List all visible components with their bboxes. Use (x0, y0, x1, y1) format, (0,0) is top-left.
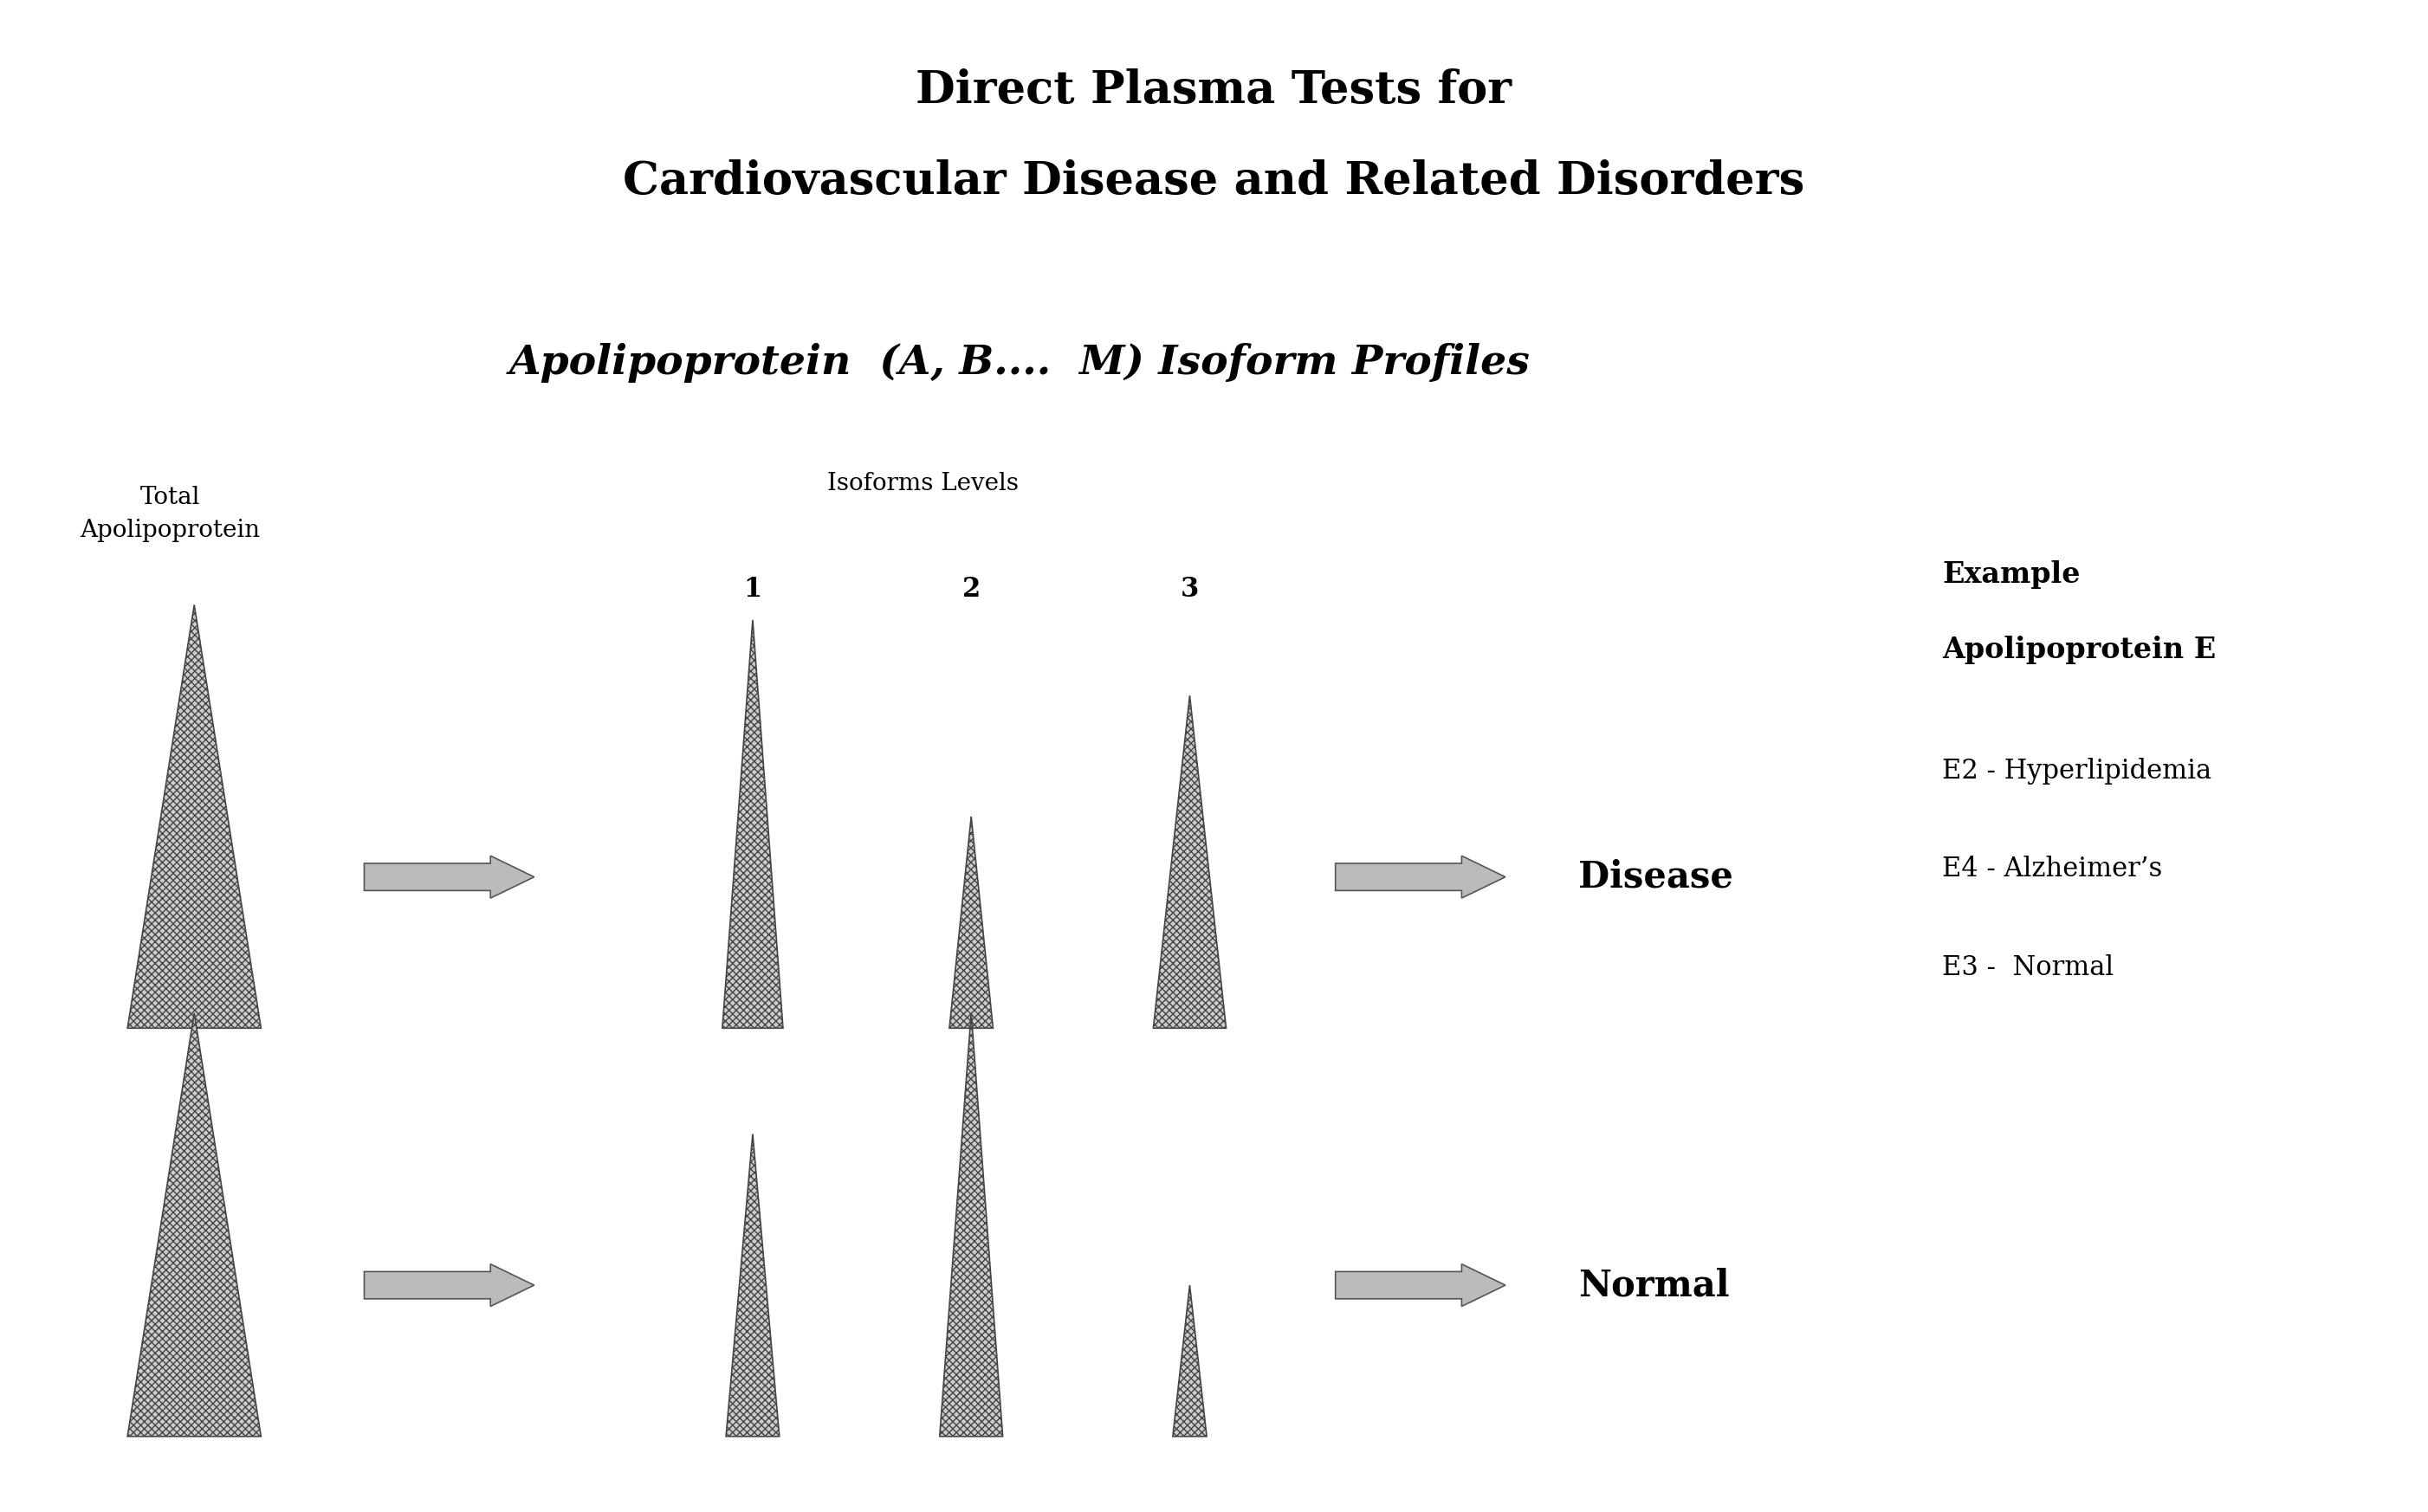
FancyArrow shape (1335, 856, 1505, 898)
Polygon shape (726, 1134, 779, 1436)
FancyArrow shape (364, 1264, 534, 1306)
Text: Direct Plasma Tests for: Direct Plasma Tests for (915, 68, 1513, 113)
FancyArrow shape (1335, 1264, 1505, 1306)
Text: 1: 1 (743, 576, 762, 603)
Text: E2 - Hyperlipidemia: E2 - Hyperlipidemia (1942, 758, 2212, 785)
Text: Cardiovascular Disease and Related Disorders: Cardiovascular Disease and Related Disor… (624, 159, 1804, 204)
Text: Disease: Disease (1578, 859, 1734, 895)
Text: Example: Example (1942, 561, 2081, 588)
Text: Isoforms Levels: Isoforms Levels (828, 472, 1017, 496)
Polygon shape (1153, 696, 1226, 1028)
Text: E4 - Alzheimer’s: E4 - Alzheimer’s (1942, 856, 2163, 883)
Text: Total
Apolipoprotein: Total Apolipoprotein (80, 487, 260, 541)
Text: 2: 2 (961, 576, 981, 603)
Polygon shape (129, 605, 262, 1028)
Text: Normal: Normal (1578, 1267, 1729, 1303)
Polygon shape (129, 1013, 262, 1436)
Text: E3 -  Normal: E3 - Normal (1942, 954, 2115, 981)
Text: Apolipoprotein E: Apolipoprotein E (1942, 637, 2217, 664)
Polygon shape (949, 816, 993, 1028)
Text: 3: 3 (1180, 576, 1199, 603)
FancyArrow shape (364, 856, 534, 898)
Polygon shape (724, 620, 782, 1028)
Polygon shape (1173, 1285, 1207, 1436)
Polygon shape (940, 1013, 1003, 1436)
Text: Apolipoprotein  (A, B....  M) Isoform Profiles: Apolipoprotein (A, B.... M) Isoform Prof… (510, 343, 1530, 383)
